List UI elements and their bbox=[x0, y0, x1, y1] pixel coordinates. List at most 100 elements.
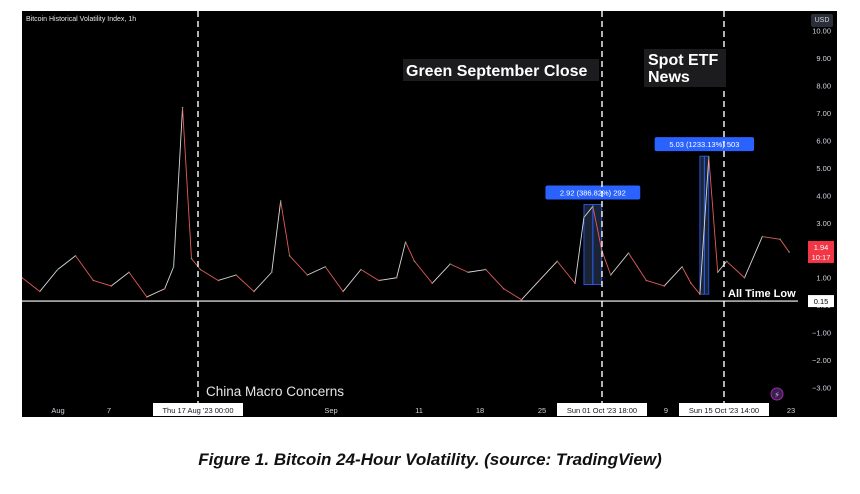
series-point bbox=[485, 268, 487, 271]
series-segment bbox=[271, 200, 282, 273]
series-point bbox=[699, 293, 701, 296]
y-tick-label: −2.00 bbox=[812, 356, 831, 365]
series-segment bbox=[717, 260, 727, 273]
series-segment bbox=[592, 206, 603, 251]
measure-label-2: 5.03 (1233.13%) 503 bbox=[669, 140, 739, 149]
series-point bbox=[377, 279, 380, 282]
series-segment bbox=[539, 260, 558, 281]
y-tick-label: −1.00 bbox=[812, 329, 831, 338]
series-segment bbox=[235, 274, 255, 292]
series-segment bbox=[57, 255, 76, 270]
annotation-box-2 bbox=[644, 49, 726, 87]
series-segment bbox=[467, 269, 486, 273]
series-point bbox=[779, 238, 781, 241]
series-segment bbox=[646, 280, 665, 287]
series-point bbox=[253, 290, 255, 293]
series-segment bbox=[681, 266, 692, 284]
series-segment bbox=[628, 252, 647, 281]
series-segment bbox=[324, 266, 344, 292]
y-tick-label: 3.00 bbox=[816, 219, 831, 228]
series-segment bbox=[610, 252, 629, 276]
date-label-box-1 bbox=[153, 403, 243, 416]
series-segment bbox=[164, 266, 175, 289]
series-segment bbox=[574, 217, 585, 284]
volatility-chart: 10.009.008.007.006.005.004.003.002.001.0… bbox=[22, 11, 837, 417]
series-segment bbox=[39, 269, 59, 292]
y-tick-label: 8.00 bbox=[816, 82, 831, 91]
measure-label-box-1 bbox=[545, 185, 641, 200]
series-point bbox=[235, 274, 237, 276]
series-point bbox=[663, 285, 666, 287]
figure-caption: Figure 1. Bitcoin 24-Hour Volatility. (s… bbox=[198, 450, 662, 469]
annotation-box-1 bbox=[403, 59, 599, 81]
date-label-box-3 bbox=[679, 403, 769, 416]
annotation-china-macro: China Macro Concerns bbox=[206, 384, 344, 399]
series-segment bbox=[708, 156, 719, 273]
x-tick-label: 25 bbox=[538, 406, 546, 415]
series-point bbox=[306, 274, 309, 276]
series-segment bbox=[601, 250, 612, 276]
series-segment bbox=[128, 271, 148, 298]
last-value-label: 1.94 bbox=[814, 243, 829, 252]
y-tick-label: 1.00 bbox=[816, 274, 831, 283]
series-segment bbox=[449, 263, 469, 273]
series-point bbox=[199, 268, 202, 271]
x-tick-label: 9 bbox=[664, 406, 668, 415]
series-point bbox=[725, 260, 728, 263]
date-label-2: Sun 01 Oct '23 18:00 bbox=[567, 406, 637, 415]
series-segment bbox=[289, 255, 308, 276]
series-segment bbox=[173, 107, 184, 267]
date-label-box-2 bbox=[557, 403, 647, 416]
series-segment bbox=[414, 260, 433, 284]
y-tick-label: 10.00 bbox=[812, 27, 831, 36]
baseline-value-label: 0.15 bbox=[814, 297, 829, 306]
series-point bbox=[163, 287, 166, 290]
series-point bbox=[627, 252, 630, 254]
series-segment bbox=[503, 288, 522, 301]
series-point bbox=[270, 271, 273, 274]
series-point bbox=[279, 200, 282, 202]
series-segment bbox=[218, 274, 237, 281]
series-segment bbox=[200, 269, 219, 281]
chart-title: Bitcoin Historical Volatility Index, 1h bbox=[26, 16, 137, 23]
series-point bbox=[190, 257, 193, 260]
series-segment bbox=[556, 260, 576, 284]
x-tick-label: 18 bbox=[476, 406, 484, 415]
x-tick-label: Sep bbox=[324, 406, 337, 415]
x-tick-label: Aug bbox=[51, 406, 64, 415]
y-tick-label: 4.00 bbox=[816, 191, 831, 200]
series-point bbox=[56, 268, 59, 271]
series-point bbox=[583, 216, 585, 219]
annotation-green-september: Green September Close bbox=[406, 63, 588, 80]
series-point bbox=[502, 287, 505, 290]
series-point bbox=[92, 279, 95, 282]
series-point bbox=[538, 279, 541, 282]
series-segment bbox=[191, 258, 201, 270]
series-segment bbox=[22, 277, 41, 292]
series-segment bbox=[378, 277, 397, 281]
currency-badge[interactable]: USD bbox=[811, 14, 833, 27]
date-label-3: Sun 15 Oct '23 14:00 bbox=[689, 406, 759, 415]
date-label-1: Thu 17 Aug '23 00:00 bbox=[162, 406, 233, 415]
series-segment bbox=[342, 269, 362, 292]
series-point bbox=[342, 290, 344, 293]
y-tick-label: 9.00 bbox=[816, 54, 831, 63]
y-tick-label: 5.00 bbox=[816, 164, 831, 173]
series-point bbox=[39, 290, 41, 293]
baseline-value-box bbox=[808, 295, 834, 308]
series-point bbox=[743, 276, 746, 279]
x-tick-label: 23 bbox=[787, 406, 795, 415]
series-segment bbox=[360, 269, 380, 281]
series-point bbox=[413, 260, 416, 263]
series-segment bbox=[93, 280, 112, 287]
lightning-glyph: ⚡ bbox=[774, 391, 780, 400]
series-segment bbox=[762, 236, 781, 240]
series-point bbox=[324, 265, 327, 268]
y-tick-label: 6.00 bbox=[816, 137, 831, 146]
series-point bbox=[217, 279, 220, 282]
series-point bbox=[22, 276, 23, 279]
lightning-icon[interactable] bbox=[770, 387, 784, 401]
series-point bbox=[708, 156, 710, 158]
x-tick-label: 7 bbox=[107, 406, 111, 415]
series-point bbox=[681, 265, 683, 268]
